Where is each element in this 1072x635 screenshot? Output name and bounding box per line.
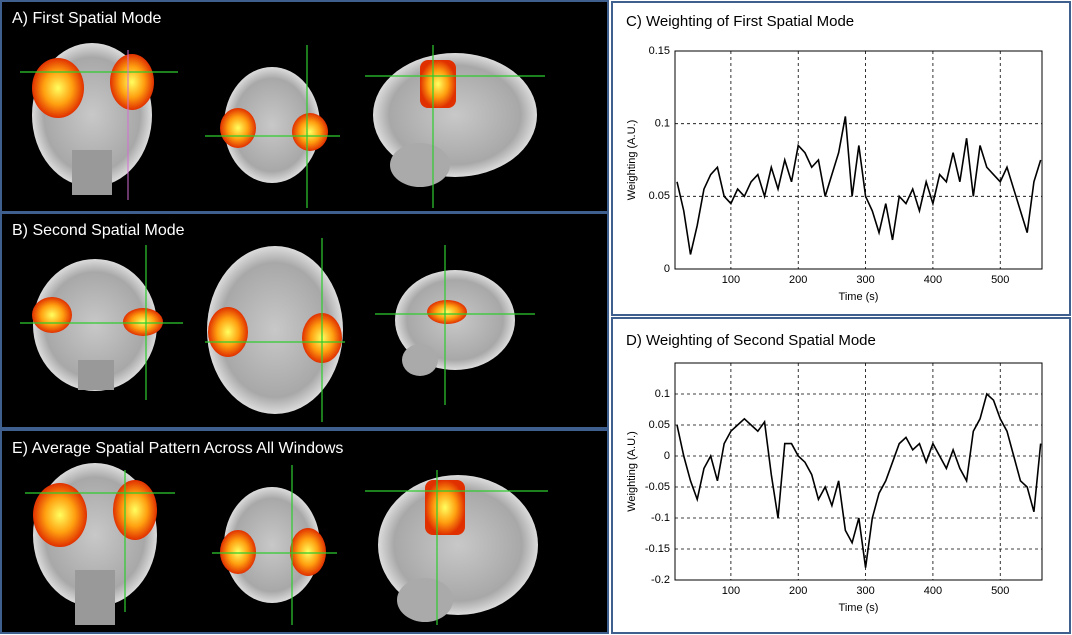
y-tick-label: -0.05 (645, 481, 670, 493)
y-tick-label: 0.05 (649, 419, 670, 431)
panel-title: E) Average Spatial Pattern Across All Wi… (12, 440, 343, 457)
chart-title: C) Weighting of First Spatial Mode (626, 13, 854, 30)
x-tick-label: 400 (924, 585, 942, 597)
y-axis-label: Weighting (A.U.) (626, 120, 638, 201)
line-series (676, 116, 1042, 255)
brain-views-a (20, 43, 545, 208)
y-axis-label: Weighting (A.U.) (626, 431, 638, 512)
x-tick-label: 400 (924, 274, 942, 286)
x-tick-label: 300 (856, 585, 874, 597)
chart-title: D) Weighting of Second Spatial Mode (626, 332, 876, 349)
x-tick-label: 200 (789, 585, 807, 597)
y-tick-label: -0.2 (651, 574, 670, 586)
y-tick-label: 0.1 (655, 388, 670, 400)
y-tick-label: 0.15 (649, 45, 670, 57)
brain-views-b (20, 238, 535, 422)
x-tick-label: 300 (856, 274, 874, 286)
brain-views-e (25, 463, 548, 625)
x-tick-label: 100 (722, 274, 740, 286)
line-series (676, 392, 1042, 568)
x-tick-label: 500 (991, 585, 1009, 597)
y-tick-label: -0.15 (645, 543, 670, 555)
x-tick-label: 500 (991, 274, 1009, 286)
panel-title: B) Second Spatial Mode (12, 222, 185, 239)
x-tick-label: 100 (722, 585, 740, 597)
y-tick-label: 0 (664, 263, 670, 275)
x-tick-label: 200 (789, 274, 807, 286)
x-axis-label: Time (s) (839, 602, 879, 614)
panel-title: A) First Spatial Mode (12, 10, 161, 27)
y-tick-label: 0 (664, 450, 670, 462)
chart-panel (611, 1, 1071, 316)
brain-panels: A) First Spatial Mode B) Second Spatial … (0, 0, 609, 634)
plot-frame (674, 362, 1043, 581)
y-tick-label: 0.05 (649, 190, 670, 202)
y-tick-label: 0.1 (655, 118, 670, 130)
x-axis-label: Time (s) (839, 291, 879, 303)
plot-frame (674, 50, 1043, 270)
y-tick-label: -0.1 (651, 512, 670, 524)
